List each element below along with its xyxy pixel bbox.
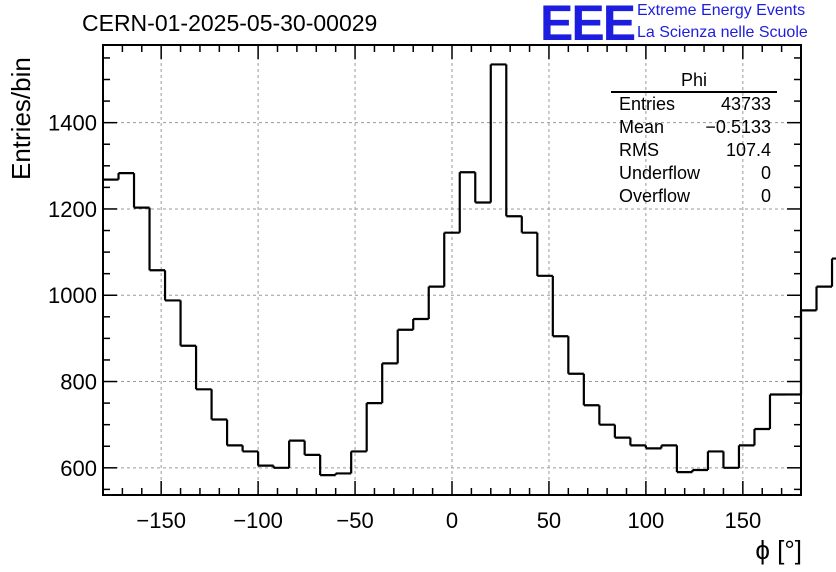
histogram-bin [815,285,833,311]
stats-label: Underflow [619,163,701,183]
stats-value: 107.4 [725,140,771,160]
histogram-bin [489,63,507,203]
x-tick-label: 50 [537,508,561,533]
stats-row-underflow: Underflow 0 [611,162,777,185]
histogram-bin [412,317,429,330]
histogram-bin [644,445,662,450]
x-tick-label: 100 [628,508,665,533]
histogram-bin [799,309,817,395]
x-tick-label: 150 [724,508,761,533]
y-tick-label: 600 [60,456,97,481]
stats-row-mean: Mean −0.5133 [611,116,777,139]
histogram-bin [225,419,243,447]
histogram-bin [768,393,786,429]
histogram-bin [551,275,569,338]
histogram-bin [629,437,646,447]
y-axis-label: Entries/bin [6,57,36,180]
histogram-bin [598,405,615,426]
stats-value: 43733 [720,94,771,114]
logo-line-1: Extreme Energy Events [637,2,806,19]
histogram-bin [474,172,491,204]
grid-lines [103,45,801,495]
axis-ticks [102,45,802,495]
x-tick-label: −100 [233,508,283,533]
histogram-bin [613,424,631,439]
histogram-bin [722,451,739,469]
y-tick-label: 1000 [48,283,97,308]
histogram-title: CERN-01-2025-05-30-00029 [82,10,378,36]
histogram-bin [272,465,290,469]
histogram-bin [365,402,383,452]
histogram-bin [443,231,460,287]
x-tick-label: 0 [446,508,458,533]
histogram-bin [210,389,228,421]
histogram-bin [179,300,197,347]
histogram-bin [257,451,274,467]
histogram-bin [427,285,445,319]
logo-line-2: La Scienza nelle Scuole [637,24,808,41]
eee-logo: EEE [540,0,636,51]
stats-row-entries: Entries 43733 [611,93,777,116]
histogram-bin [582,373,600,407]
axis-tick-labels: −150 −100 −50 0 50 100 150 600 800 1000 1200 1400 [48,111,761,533]
histogram-bin [319,454,336,477]
stats-row-rms: RMS 107.4 [611,139,777,162]
histogram-bin [381,362,398,404]
stats-box: Phi Entries 43733 Mean −0.5133 RMS 107.4… [611,70,777,208]
histogram-bin [288,439,305,468]
stats-value: 0 [760,186,771,206]
y-tick-label: 800 [60,370,97,395]
histogram-bin [350,450,367,474]
histogram-bin [241,445,259,453]
stats-label: Entries [619,94,676,114]
histogram-bin [148,207,166,272]
x-axis-label: ϕ [°] [755,535,802,565]
y-tick-label: 1200 [48,197,97,222]
histogram-bin [194,345,212,391]
histogram-bin [691,468,708,473]
histogram-bin [458,171,476,233]
histogram-bin [520,216,538,234]
histogram-bin [753,427,770,446]
histogram-bin [675,445,693,474]
histogram-bin [737,444,755,468]
histogram-bin [505,64,522,218]
histogram-bin [303,440,321,456]
stats-label: RMS [619,140,659,160]
stats-title: Phi [611,70,777,93]
histogram-bins [103,63,836,477]
stats-value: −0.5133 [705,117,771,137]
histogram-bin [830,257,836,287]
x-tick-label: −150 [136,508,186,533]
stats-label: Overflow [619,186,691,206]
histogram-bin [163,270,181,302]
y-tick-label: 1400 [48,111,97,136]
stats-value: 0 [760,163,771,183]
x-tick-label: −50 [336,508,373,533]
histogram-bin [660,444,677,449]
histogram-bin [334,472,352,476]
histogram-bin [132,173,150,209]
stats-row-overflow: Overflow 0 [611,185,777,208]
histogram-bin [706,450,724,470]
histogram-bin [536,232,553,277]
stats-label: Mean [619,117,665,137]
histogram-bin [396,328,414,364]
histogram-bin [567,336,584,375]
histogram-bin [117,172,135,180]
